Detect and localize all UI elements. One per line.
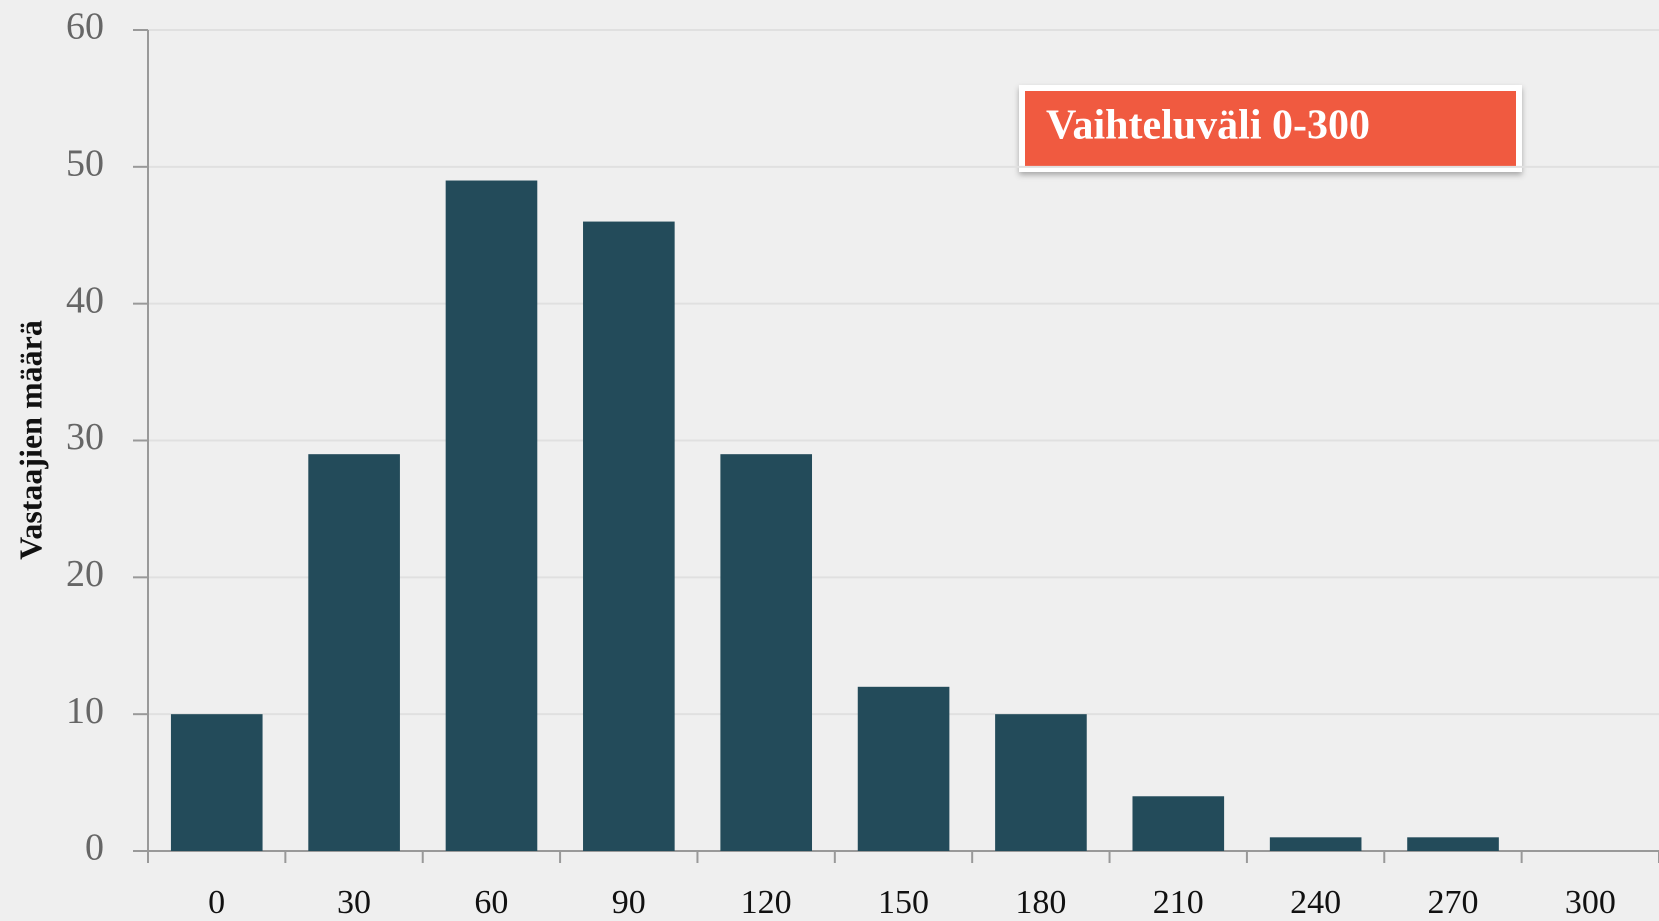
x-tick-label: 60 — [474, 884, 508, 921]
x-tick-label: 180 — [1015, 884, 1066, 921]
x-tick-label: 0 — [208, 884, 225, 921]
bar — [583, 221, 675, 852]
x-tick-label: 300 — [1565, 884, 1616, 921]
bar — [445, 180, 538, 851]
bar — [1407, 837, 1499, 851]
bar — [1269, 837, 1362, 851]
annotation-box — [1019, 85, 1522, 172]
bar — [1132, 796, 1225, 851]
y-tick-label: 50 — [66, 143, 104, 185]
bar — [995, 714, 1087, 851]
y-tick-label: 10 — [66, 690, 104, 732]
x-tick-label: 120 — [741, 884, 792, 921]
x-tick-label: 210 — [1153, 884, 1204, 921]
x-tick-label: 30 — [337, 884, 371, 921]
y-tick-label: 0 — [85, 827, 104, 869]
annotation: Vaihteluväli 0-300 — [1046, 103, 1370, 149]
y-tick-label: 30 — [66, 416, 104, 458]
x-tick-label: 240 — [1290, 884, 1341, 921]
x-tick-label: 90 — [612, 884, 646, 921]
bar — [170, 714, 263, 851]
bar — [308, 454, 400, 851]
y-tick-label: 60 — [66, 6, 104, 48]
bar — [720, 454, 813, 851]
x-tick-label: 270 — [1427, 884, 1478, 921]
y-tick-label: 40 — [66, 279, 104, 321]
x-tick-label: 150 — [878, 884, 929, 921]
y-axis-label: Vastaajien määrä — [12, 320, 48, 560]
bar — [857, 686, 950, 851]
y-tick-label: 20 — [66, 553, 104, 595]
